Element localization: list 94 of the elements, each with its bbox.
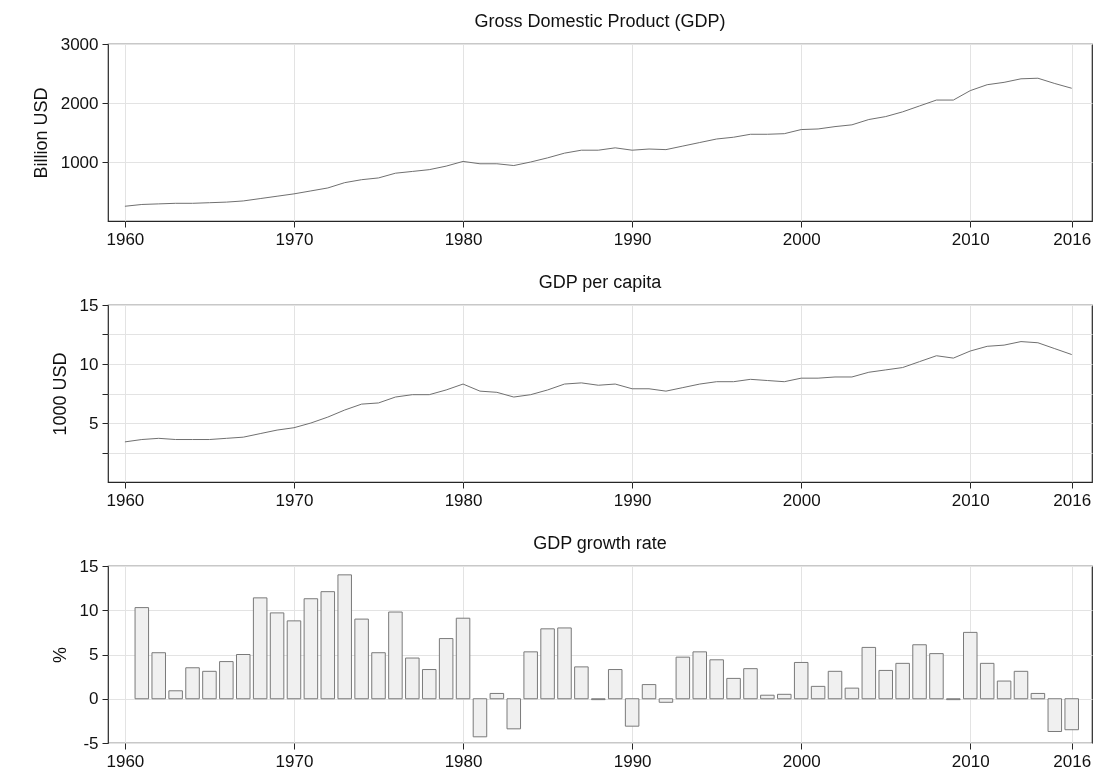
bar: [793, 661, 809, 700]
bar: [185, 667, 200, 700]
bar: [1013, 670, 1029, 700]
y-axis-title: Billion USD: [30, 87, 51, 179]
x-tick-label: 1960: [106, 751, 145, 771]
x-tick-label: 1960: [106, 229, 145, 249]
bar: [709, 659, 724, 700]
bar: [489, 692, 505, 700]
bar: [844, 687, 860, 700]
bar: [523, 651, 538, 700]
x-tick-label: 2016: [1053, 229, 1092, 249]
chart-title: GDP growth rate: [533, 533, 667, 553]
x-tick-label: 1980: [444, 490, 483, 510]
bar: [286, 620, 302, 700]
y-tick-label: 1000: [60, 152, 99, 172]
bar: [557, 627, 572, 700]
x-tick-label: 1990: [613, 229, 652, 249]
x-tick-label: 1960: [106, 490, 145, 510]
bar: [912, 644, 927, 700]
y-tick-label: -5: [83, 733, 99, 753]
bar: [405, 657, 420, 700]
bar: [827, 670, 843, 700]
bar: [607, 669, 623, 700]
bar: [421, 669, 437, 700]
bar: [371, 652, 386, 700]
y-tick-label: 5: [89, 645, 99, 664]
bar: [354, 618, 369, 700]
x-tick-label: 1970: [275, 751, 314, 771]
bar: [929, 653, 944, 700]
bar: [1030, 692, 1046, 700]
bar: [134, 607, 150, 700]
x-tick-label: 2000: [782, 229, 821, 249]
bar: [455, 617, 471, 700]
bar: [726, 677, 741, 700]
bar: [878, 669, 893, 700]
bar: [963, 631, 978, 700]
bar: [1064, 698, 1079, 731]
x-tick-label: 1980: [444, 229, 483, 249]
y-tick-label: 0: [89, 689, 99, 709]
bar: [506, 698, 522, 730]
bar: [320, 591, 336, 700]
x-tick-label: 2000: [782, 751, 821, 771]
bar: [658, 698, 674, 703]
bar: [1047, 698, 1063, 732]
y-tick-label: 3000: [60, 34, 99, 54]
bar: [979, 662, 995, 700]
bar: [438, 638, 454, 700]
x-tick-label: 2016: [1053, 490, 1092, 510]
bar: [472, 698, 488, 738]
x-tick-label: 1970: [275, 490, 314, 510]
y-tick-label: 15: [79, 556, 99, 576]
bar: [692, 651, 708, 700]
bar: [895, 662, 910, 700]
y-tick-label: 15: [79, 295, 99, 315]
bar: [743, 668, 758, 700]
y-axis-title: 1000 USD: [49, 352, 70, 436]
bar: [202, 670, 217, 700]
bar: [574, 666, 589, 700]
line-series: [124, 77, 1073, 207]
x-tick-label: 1990: [613, 751, 652, 771]
bar: [235, 654, 251, 700]
bar: [861, 646, 877, 700]
bar: [252, 597, 268, 700]
bar: [303, 598, 319, 700]
x-tick-label: 2010: [951, 751, 990, 771]
x-tick-label: 2000: [782, 490, 821, 510]
chart-title: Gross Domestic Product (GDP): [474, 11, 726, 31]
line-series: [124, 341, 1073, 443]
x-tick-label: 1970: [275, 229, 314, 249]
y-tick-label: 10: [79, 354, 99, 374]
y-tick-label: 2000: [60, 93, 99, 113]
bar: [168, 690, 183, 700]
bar: [624, 698, 640, 727]
bar: [151, 652, 166, 700]
bar: [388, 611, 403, 700]
bar: [777, 693, 792, 700]
y-tick-label: 5: [89, 413, 99, 433]
bar: [810, 685, 826, 700]
x-tick-label: 1980: [444, 751, 483, 771]
bar: [219, 661, 234, 700]
y-tick-label: 10: [79, 600, 99, 620]
chart-title: GDP per capita: [538, 272, 663, 292]
bar: [996, 680, 1012, 700]
bar: [641, 684, 657, 700]
x-tick-label: 1990: [613, 490, 652, 510]
y-axis-title: %: [49, 646, 70, 664]
bar: [269, 612, 285, 700]
x-tick-label: 2016: [1053, 751, 1092, 771]
x-tick-label: 2010: [951, 229, 990, 249]
x-tick-label: 2010: [951, 490, 990, 510]
bar: [760, 694, 775, 700]
bar: [337, 574, 352, 700]
bar: [675, 656, 691, 700]
bar: [540, 628, 555, 700]
